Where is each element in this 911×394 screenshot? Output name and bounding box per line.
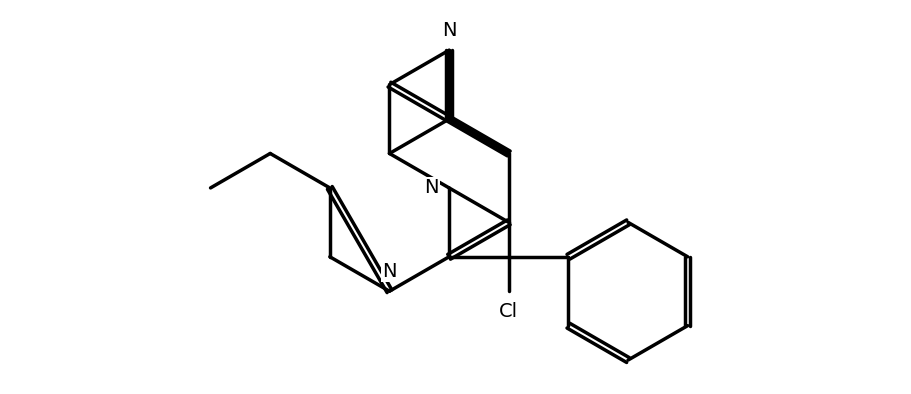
Text: N: N: [382, 262, 396, 281]
Text: Cl: Cl: [498, 301, 517, 321]
Text: N: N: [441, 21, 456, 40]
Text: N: N: [424, 178, 438, 197]
